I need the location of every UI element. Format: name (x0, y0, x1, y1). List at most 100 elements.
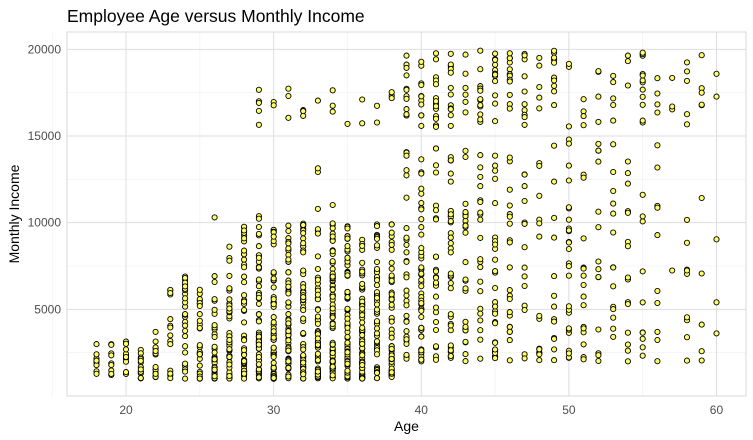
data-point (639, 335, 646, 342)
data-point (285, 85, 292, 92)
data-point (565, 140, 572, 147)
data-point (314, 165, 321, 172)
data-point (432, 145, 440, 152)
data-point (418, 244, 425, 252)
data-point (683, 334, 691, 341)
data-point (477, 111, 484, 118)
data-point (373, 338, 381, 345)
data-point (359, 268, 366, 275)
data-point (698, 89, 705, 96)
data-point (492, 100, 499, 107)
data-point (506, 202, 513, 209)
data-point (580, 265, 587, 272)
data-point (108, 370, 115, 377)
data-point (447, 84, 454, 91)
data-point (403, 336, 410, 343)
data-point (492, 303, 499, 310)
data-point (506, 239, 513, 246)
data-point (270, 275, 277, 282)
data-point (241, 351, 248, 358)
data-point (270, 359, 277, 366)
data-point (610, 79, 617, 86)
data-point (447, 240, 454, 247)
data-point (403, 64, 410, 71)
data-point (580, 272, 587, 279)
data-point (344, 339, 351, 346)
data-point (624, 341, 631, 348)
data-point (285, 114, 292, 121)
data-point (713, 330, 720, 337)
data-point (418, 313, 425, 321)
data-point (551, 54, 558, 61)
data-point (447, 311, 454, 318)
data-point (373, 223, 381, 230)
data-point (506, 186, 513, 193)
data-point (432, 216, 440, 223)
data-point (669, 103, 676, 110)
data-point (122, 346, 130, 353)
data-point (477, 278, 484, 285)
data-point (565, 216, 572, 223)
data-point (521, 114, 528, 121)
data-point (255, 121, 262, 128)
data-point (551, 88, 558, 95)
data-point (477, 96, 484, 103)
data-point (329, 102, 336, 109)
data-point (300, 230, 307, 237)
data-point (388, 259, 395, 266)
data-point (580, 122, 587, 129)
data-point (654, 90, 661, 97)
data-point (536, 351, 543, 358)
data-point (713, 236, 720, 243)
data-point (403, 225, 410, 232)
data-point (432, 343, 440, 350)
data-point (255, 283, 262, 290)
data-point (639, 101, 646, 108)
data-point (639, 49, 646, 56)
data-point (314, 313, 321, 320)
data-point (580, 281, 587, 289)
data-point (418, 307, 425, 314)
data-point (683, 68, 691, 75)
data-point (255, 294, 262, 301)
data-point (521, 52, 528, 59)
data-point (654, 336, 661, 344)
data-points (93, 47, 720, 382)
data-point (270, 334, 277, 341)
data-point (359, 375, 366, 382)
x-tick-label: 30 (267, 403, 281, 417)
data-point (639, 329, 646, 336)
data-point (270, 314, 277, 321)
data-point (610, 117, 617, 124)
data-point (462, 200, 469, 207)
data-point (196, 342, 203, 349)
data-point (255, 230, 262, 237)
data-point (182, 343, 189, 350)
data-point (300, 307, 307, 314)
data-point (314, 368, 321, 375)
data-point (432, 162, 440, 169)
data-point (403, 167, 410, 174)
data-point (226, 257, 233, 264)
data-point (388, 265, 395, 272)
data-point (359, 120, 366, 127)
data-point (462, 358, 469, 365)
data-point (713, 70, 720, 77)
data-point (521, 264, 528, 271)
chart-title: Employee Age versus Monthly Income (67, 6, 365, 26)
data-point (639, 213, 646, 220)
data-point (329, 248, 336, 255)
data-point (492, 118, 499, 125)
data-point (241, 337, 248, 344)
data-point (610, 325, 617, 332)
data-point (388, 272, 395, 279)
data-point (388, 89, 395, 96)
data-point (403, 172, 410, 179)
data-point (624, 82, 631, 89)
data-point (477, 327, 484, 334)
data-point (683, 267, 691, 274)
data-point (595, 158, 602, 165)
data-point (329, 87, 336, 94)
data-point (418, 206, 425, 213)
data-point (492, 167, 499, 174)
